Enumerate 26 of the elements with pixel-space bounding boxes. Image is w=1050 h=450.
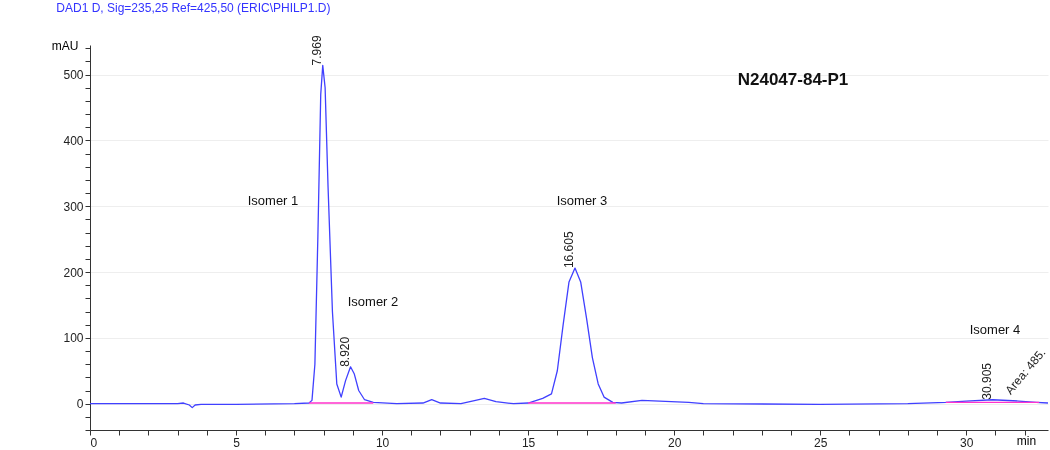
chart-title: DAD1 D, Sig=235,25 Ref=425,50 (ERIC\PHILP1.D) [56,1,331,16]
annotation: 8.920 [337,336,352,367]
annotation: Isomer 3 [556,193,608,208]
x-tick-label: 15 [521,435,536,450]
x-tick-label: 30 [960,435,974,450]
y-tick-label: 500 [63,68,84,83]
annotation: 30.905 [979,362,994,400]
y-tick-label: 400 [63,133,84,148]
y-tick-label: 300 [63,199,84,214]
y-tick-label: 200 [63,265,84,280]
x-tick-label: 20 [667,435,682,450]
x-tick-label: 10 [375,435,390,450]
annotation: N24047-84-P1 [737,70,849,89]
annotation: Isomer 2 [347,294,399,309]
y-tick-label: 0 [76,397,84,412]
x-tick-label: 5 [233,435,241,450]
x-axis-title: min [1016,433,1037,448]
annotation: Isomer 4 [969,322,1021,337]
annotation: Isomer 1 [247,193,299,208]
y-tick-label: 100 [63,331,84,346]
x-tick-label: 0 [90,435,98,450]
y-axis-title: mAU [51,38,79,53]
annotation: 7.969 [309,35,324,66]
x-tick-label: 25 [814,435,828,450]
line-series [90,64,1048,409]
annotation: 16.605 [561,231,576,269]
